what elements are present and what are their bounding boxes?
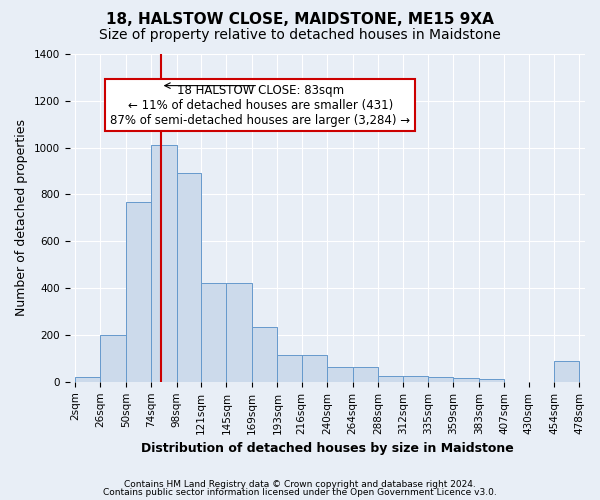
Bar: [201, 284, 226, 382]
Bar: [252, 327, 277, 382]
Bar: [176, 174, 201, 382]
Bar: [126, 202, 151, 382]
Bar: [277, 355, 302, 382]
Bar: [353, 366, 378, 382]
Bar: [554, 360, 580, 382]
Text: Contains public sector information licensed under the Open Government Licence v3: Contains public sector information licen…: [103, 488, 497, 497]
Bar: [327, 366, 353, 382]
Bar: [403, 376, 428, 382]
Bar: [428, 377, 454, 382]
Text: 18, HALSTOW CLOSE, MAIDSTONE, ME15 9XA: 18, HALSTOW CLOSE, MAIDSTONE, ME15 9XA: [106, 12, 494, 28]
Y-axis label: Number of detached properties: Number of detached properties: [15, 120, 28, 316]
X-axis label: Distribution of detached houses by size in Maidstone: Distribution of detached houses by size …: [141, 442, 514, 455]
Bar: [378, 376, 403, 382]
Text: 18 HALSTOW CLOSE: 83sqm
← 11% of detached houses are smaller (431)
87% of semi-d: 18 HALSTOW CLOSE: 83sqm ← 11% of detache…: [110, 84, 410, 126]
Bar: [454, 378, 479, 382]
Bar: [75, 377, 100, 382]
Text: Size of property relative to detached houses in Maidstone: Size of property relative to detached ho…: [99, 28, 501, 42]
Bar: [479, 380, 504, 382]
Bar: [302, 355, 327, 382]
Bar: [226, 284, 252, 382]
Text: Contains HM Land Registry data © Crown copyright and database right 2024.: Contains HM Land Registry data © Crown c…: [124, 480, 476, 489]
Bar: [100, 335, 126, 382]
Bar: [151, 146, 176, 382]
